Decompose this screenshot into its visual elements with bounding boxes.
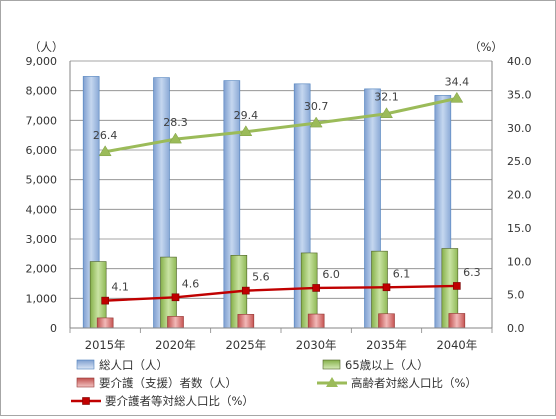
line-point xyxy=(171,293,180,302)
bar xyxy=(448,313,466,329)
y-left-tick-label: 3,000 xyxy=(26,233,58,246)
y-right-tick-label: 10.0 xyxy=(507,255,532,268)
data-label: 4.6 xyxy=(182,277,200,290)
x-tick-label: 2030年 xyxy=(296,338,337,352)
data-labels: 26.4 28.3 29.4 30.7 32.1 34.4 4.1 4.6 5.6 6.0 6.1 6… xyxy=(93,75,481,293)
legend-marker xyxy=(326,377,338,387)
legend-label: 総人口（人） xyxy=(99,358,168,372)
line-point xyxy=(309,116,323,128)
x-tick-label: 2020年 xyxy=(155,338,196,352)
line-point xyxy=(312,284,320,292)
legend-marker xyxy=(82,397,90,405)
data-label: 28.3 xyxy=(163,116,188,129)
line-point xyxy=(101,296,109,305)
y-right-unit: （%） xyxy=(469,40,503,54)
legend-label: 高齢者対総人口比（%） xyxy=(351,376,477,390)
legend-label: 要介護者等対総人口比（%） xyxy=(105,394,254,408)
data-label: 26.4 xyxy=(93,129,118,142)
y-left-tick-label: 4,000 xyxy=(26,203,58,216)
y-right-tick-label: 25.0 xyxy=(507,155,532,168)
data-label: 4.1 xyxy=(111,281,129,294)
bar xyxy=(378,313,395,329)
data-label: 30.7 xyxy=(304,100,329,113)
y-left-tick-label: 9,000 xyxy=(26,55,58,68)
y-left-tick-label: 6,000 xyxy=(26,144,58,157)
legend-swatch xyxy=(76,359,95,370)
data-label: 6.1 xyxy=(393,267,411,280)
legend: 総人口（人） 65歳以上（人） 要介護（支援）者数（人） 高齢者対総人口比（%） 要介護… xyxy=(71,358,477,408)
y-right-tick-label: 5.0 xyxy=(507,289,525,302)
line-point xyxy=(382,283,391,292)
y-left-tick-label: 0 xyxy=(50,322,57,335)
bar xyxy=(96,317,114,329)
bar xyxy=(167,316,184,329)
data-label: 6.3 xyxy=(463,266,481,279)
line-layer xyxy=(98,91,464,305)
y-right-tick-label: 40.0 xyxy=(507,55,532,68)
data-label: 32.1 xyxy=(374,91,399,104)
legend-swatch xyxy=(322,359,341,370)
data-label: 6.0 xyxy=(322,268,340,281)
line-point xyxy=(239,125,253,137)
gridlines xyxy=(70,60,492,299)
series-line xyxy=(104,96,458,154)
y-right-tick-label: 0.0 xyxy=(507,322,525,335)
legend-swatch xyxy=(76,377,95,388)
bar xyxy=(237,314,255,329)
series-line xyxy=(105,284,457,302)
y-right-tick-label: 15.0 xyxy=(507,222,532,235)
y-right-tick-label: 35.0 xyxy=(507,88,532,101)
y-left-tick-label: 1,000 xyxy=(26,292,58,305)
legend-label: 65歳以上（人） xyxy=(345,358,429,372)
bar xyxy=(307,313,325,329)
y-left-tick-label: 2,000 xyxy=(26,263,58,276)
x-tick-label: 2015年 xyxy=(85,338,126,352)
data-label: 34.4 xyxy=(445,75,470,88)
line-point xyxy=(169,132,182,144)
y-left-tick-label: 7,000 xyxy=(26,114,58,127)
y-left-tick-label: 8,000 xyxy=(26,85,58,98)
legend-label: 要介護（支援）者数（人） xyxy=(99,376,237,390)
x-tick-label: 2035年 xyxy=(366,338,407,352)
y-right-tick-label: 20.0 xyxy=(507,189,532,202)
line-point xyxy=(380,107,393,118)
y-left-unit: （人） xyxy=(29,40,64,54)
y-right-tick-label: 30.0 xyxy=(507,122,532,135)
data-label: 5.6 xyxy=(252,271,270,284)
line-point xyxy=(98,145,112,157)
line-point xyxy=(453,282,461,290)
axes: 0 1,000 2,000 3,000 4,000 5,000 6,000 7,000 8,00… xyxy=(26,40,532,352)
data-label: 29.4 xyxy=(234,109,259,122)
y-left-tick-label: 5,000 xyxy=(26,174,58,187)
line-point xyxy=(450,91,464,103)
line-point xyxy=(242,286,250,295)
x-tick-label: 2040年 xyxy=(436,338,477,352)
x-tick-label: 2025年 xyxy=(225,338,266,352)
